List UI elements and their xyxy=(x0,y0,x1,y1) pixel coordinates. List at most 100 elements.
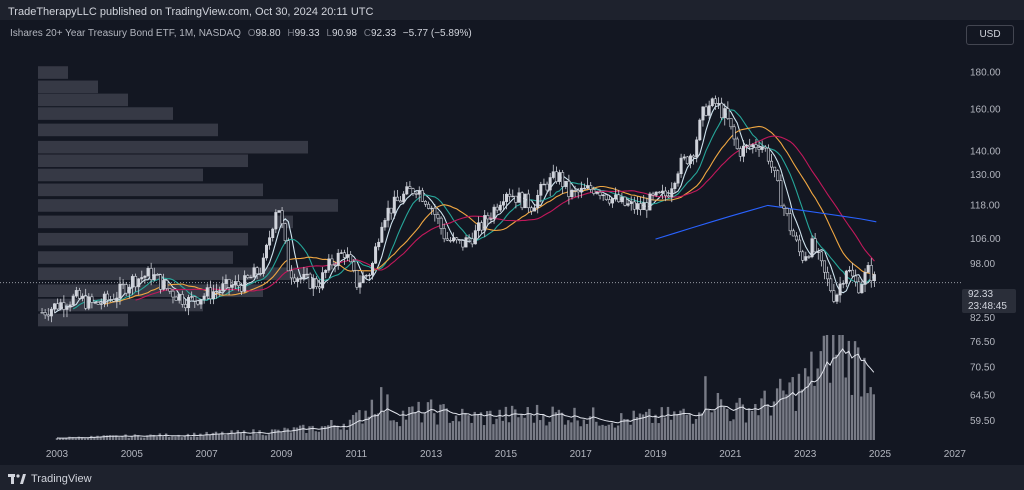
candle-body xyxy=(115,297,119,302)
volume-bar xyxy=(245,435,249,440)
candle-body xyxy=(664,190,668,197)
volume-bar xyxy=(666,406,670,440)
candle-body xyxy=(676,173,680,184)
candle-body xyxy=(349,254,353,263)
volume-bar xyxy=(433,413,436,440)
volume-profile-bar xyxy=(38,93,128,107)
candle-body xyxy=(395,196,399,202)
candle-body xyxy=(505,193,509,202)
time-tick-label: 2021 xyxy=(719,449,742,460)
volume-bar xyxy=(392,420,395,440)
volume-bar xyxy=(314,431,317,440)
candle-body xyxy=(283,223,287,241)
volume-bar xyxy=(183,435,187,440)
candle-body xyxy=(542,183,546,186)
volume-bar xyxy=(342,423,346,440)
volume-bar xyxy=(595,421,598,440)
volume-bar xyxy=(835,354,838,440)
candle-body xyxy=(155,274,159,276)
volume-bar xyxy=(719,399,723,440)
volume-bar xyxy=(863,357,866,440)
candle-body xyxy=(134,276,138,288)
candle-body xyxy=(467,237,471,240)
candle-body xyxy=(352,261,356,271)
candle-body xyxy=(224,279,228,284)
candle-body xyxy=(835,294,839,302)
volume-bar xyxy=(676,414,679,440)
volume-bar xyxy=(196,436,199,440)
candle-body xyxy=(480,222,484,231)
candle-body xyxy=(816,251,820,253)
candle-body xyxy=(296,278,300,282)
candle-body xyxy=(710,98,714,107)
candle-body xyxy=(533,207,537,212)
candle-body xyxy=(277,210,281,213)
volume-bar xyxy=(448,422,451,440)
volume-bar xyxy=(629,424,632,440)
candle-body xyxy=(380,226,384,243)
open-value: 98.80 xyxy=(255,28,281,39)
candle-body xyxy=(595,191,599,194)
volume-profile-bar xyxy=(38,251,233,264)
volume-bar xyxy=(177,434,180,440)
candle-body xyxy=(720,103,724,119)
candle-body xyxy=(84,295,88,309)
candle-body xyxy=(68,304,72,308)
candle-body xyxy=(71,295,75,306)
candle-body xyxy=(414,193,418,195)
volume-bar xyxy=(517,417,520,440)
volume-bar xyxy=(694,418,698,440)
candle-body xyxy=(243,275,247,292)
price-tick-label: 64.50 xyxy=(970,391,995,402)
volume-bar xyxy=(423,412,427,440)
long-moving-average-line xyxy=(655,204,877,240)
time-tick-label: 2023 xyxy=(794,449,817,460)
volume-bar xyxy=(648,408,651,440)
candle-body xyxy=(766,147,770,162)
volume-bar xyxy=(367,416,370,440)
candle-body xyxy=(62,302,66,310)
volume-bar xyxy=(479,412,483,440)
volume-bar xyxy=(96,435,99,440)
time-tick-label: 2027 xyxy=(944,449,967,460)
candle-body xyxy=(317,286,321,289)
candle-body xyxy=(773,166,777,171)
candle-body xyxy=(162,280,166,290)
volume-bar xyxy=(504,406,508,440)
candle-body xyxy=(252,267,256,278)
candle-body xyxy=(741,145,745,157)
volume-bar xyxy=(539,420,542,440)
time-tick-label: 2013 xyxy=(420,449,443,460)
volume-bar xyxy=(202,435,205,440)
candle-body xyxy=(196,300,200,305)
candle-body xyxy=(576,190,580,193)
volume-profile-bar xyxy=(38,66,68,79)
volume-bar xyxy=(822,335,826,440)
candle-body xyxy=(124,284,128,294)
currency-button[interactable]: USD xyxy=(966,25,1014,45)
candle-body xyxy=(342,252,346,258)
volume-bar xyxy=(364,410,367,440)
volume-bar xyxy=(383,411,386,440)
volume-bar xyxy=(317,431,321,440)
candle-body xyxy=(305,273,309,276)
volume-bar xyxy=(327,425,330,440)
candle-body xyxy=(445,238,449,241)
close-value: 92.33 xyxy=(370,28,397,39)
volume-bar xyxy=(62,438,65,440)
brand[interactable]: TradingView xyxy=(8,472,92,486)
candle-body xyxy=(623,196,627,206)
volume-bar xyxy=(754,404,757,440)
volume-bar xyxy=(417,401,420,440)
volume-bar xyxy=(74,438,77,440)
candle-body xyxy=(59,302,63,310)
volume-bar xyxy=(588,416,592,440)
candle-body xyxy=(171,290,175,298)
candle-body xyxy=(158,274,162,290)
volume-bar xyxy=(115,435,118,440)
volume-bar xyxy=(470,422,473,440)
candle-body xyxy=(190,296,194,298)
volume-bar xyxy=(691,423,695,440)
volume-bar xyxy=(548,421,551,440)
